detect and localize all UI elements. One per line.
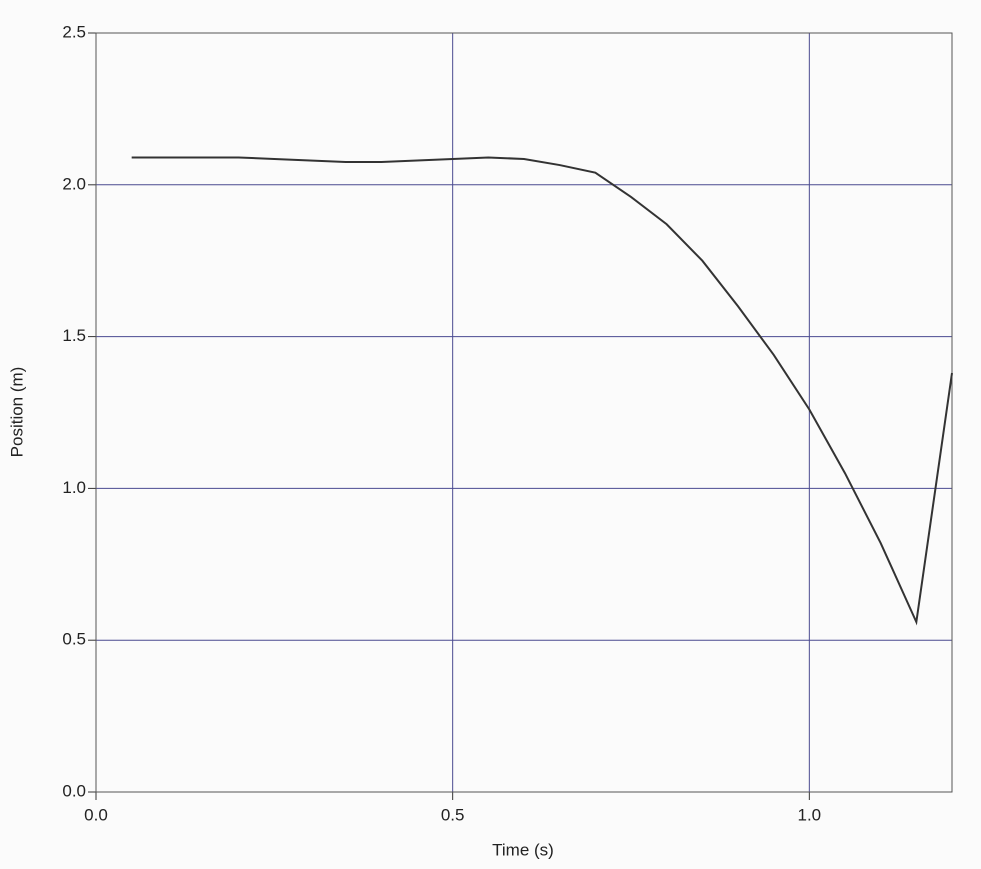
y-tick-label: 1.0 (62, 478, 86, 497)
y-tick-label: 1.5 (62, 326, 86, 345)
x-tick-label: 0.5 (441, 805, 465, 824)
data-line (131, 156, 953, 626)
plot-frame (95, 32, 953, 793)
y-tick-label: 0.5 (62, 630, 86, 649)
y-tick-label: 2.0 (62, 174, 86, 193)
y-axis-label: Position (m) (7, 367, 26, 458)
y-tick-label: 2.5 (62, 22, 86, 41)
x-axis-label: Time (s) (492, 840, 554, 859)
x-tick-label: 1.0 (798, 805, 822, 824)
x-tick-label: 0.0 (84, 805, 108, 824)
y-tick-label: 0.0 (62, 781, 86, 800)
